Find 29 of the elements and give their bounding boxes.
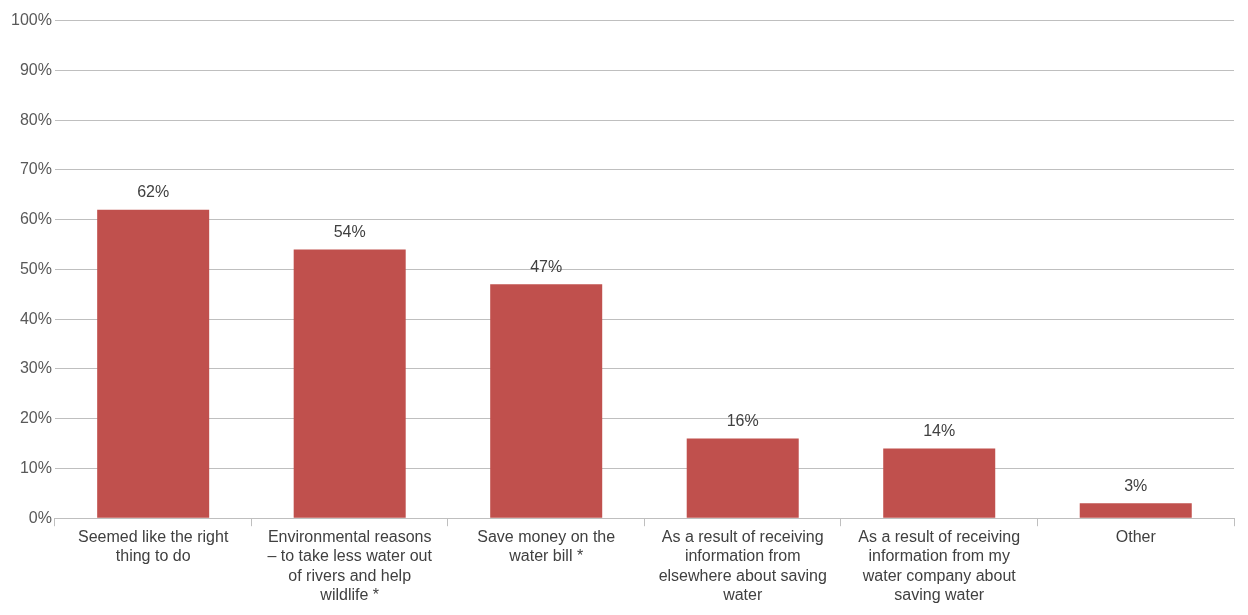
data-label: 54% <box>333 222 366 240</box>
y-tick-label: 10% <box>19 458 52 476</box>
data-label: 3% <box>1124 476 1148 494</box>
bar <box>97 209 210 518</box>
y-tick-label: 40% <box>19 309 52 327</box>
y-tick-label: 90% <box>19 60 52 78</box>
x-tick-label: As a result of receiving information from my water company about saving water <box>858 528 1021 603</box>
y-tick-label: 0% <box>28 508 52 526</box>
bar <box>490 284 603 518</box>
y-tick-label: 20% <box>19 409 52 427</box>
x-tick-label: Seemed like the right thing to do <box>78 528 229 565</box>
data-label: 14% <box>923 421 956 439</box>
bar <box>883 448 996 518</box>
data-label: 62% <box>137 183 170 201</box>
bar <box>293 249 406 518</box>
x-tick-label: Save money on the water bill * <box>477 528 616 565</box>
y-tick-label: 70% <box>19 160 52 178</box>
y-tick-label: 60% <box>19 210 52 228</box>
y-tick-label: 30% <box>19 359 52 377</box>
x-tick-label: As a result of receiving information from elsewhere about saving water <box>658 528 827 603</box>
data-label: 47% <box>530 257 563 275</box>
x-tick-label: Environmental reasons – to take less water out of rivers and help wildlife * <box>267 528 433 603</box>
data-label: 16% <box>726 411 759 429</box>
y-tick-label: 100% <box>11 11 52 29</box>
y-tick-label: 80% <box>19 110 52 128</box>
bar <box>686 438 799 518</box>
bar <box>1079 503 1192 518</box>
y-tick-label: 50% <box>19 259 52 277</box>
x-tick-label: Other <box>1115 528 1157 546</box>
